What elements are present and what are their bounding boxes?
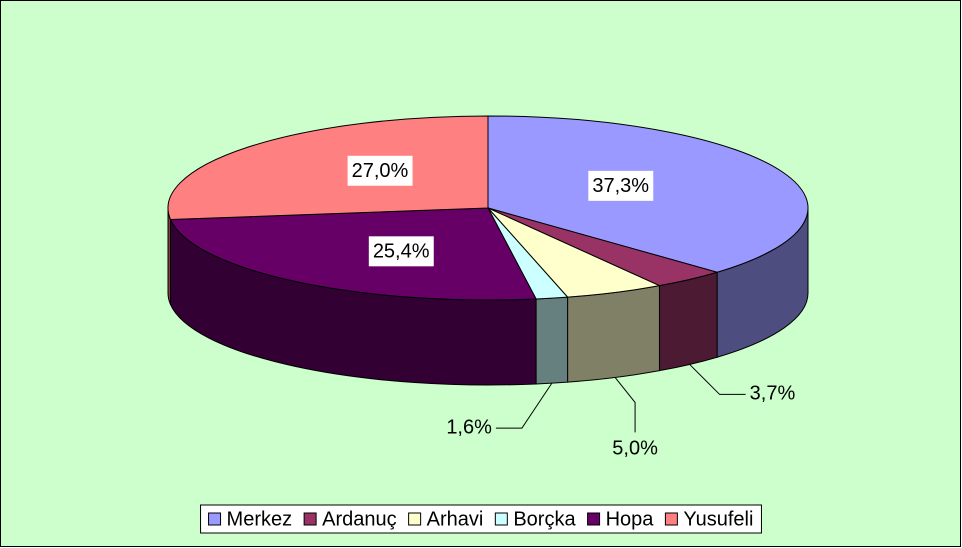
legend: Merkez Ardanuç Arhavi Borçka Hopa Yusufeli xyxy=(200,504,762,534)
legend-label: Hopa xyxy=(606,508,655,530)
data-label-box xyxy=(588,170,654,201)
legend-swatch xyxy=(664,512,678,526)
data-label: 5,0% xyxy=(612,438,658,460)
legend-label: Borçka xyxy=(513,508,576,530)
data-label: 3,7% xyxy=(750,383,796,405)
pie-wall xyxy=(167,207,172,305)
pie-slice xyxy=(169,207,537,301)
legend-swatch xyxy=(208,512,222,526)
legend-swatch xyxy=(408,512,422,526)
legend-label: Ardanuç xyxy=(322,508,397,530)
pie-slice xyxy=(167,115,489,221)
data-label: 37,3% xyxy=(592,175,649,197)
leader-line xyxy=(495,382,553,429)
pie-wall xyxy=(535,296,569,385)
data-labels: 37,3% 3,7% 5,0% 1,6% 25,4% 27,0% xyxy=(347,155,796,460)
leader-line xyxy=(689,364,746,395)
data-label-box xyxy=(347,155,413,186)
pie-tops xyxy=(167,115,809,301)
legend-label: Yusufeli xyxy=(683,508,753,530)
data-label: 25,4% xyxy=(373,240,430,262)
pie-wall xyxy=(658,271,718,372)
data-label: 27,0% xyxy=(352,160,409,182)
legend-swatch xyxy=(303,512,317,526)
data-label-box xyxy=(368,236,434,267)
legend-swatch xyxy=(587,512,601,526)
pie-wall xyxy=(567,285,660,383)
pie-walls xyxy=(167,207,809,386)
legend-swatch xyxy=(494,512,508,526)
legend-label: Arhavi xyxy=(427,508,484,530)
legend-label: Merkez xyxy=(227,508,293,530)
leader-line xyxy=(614,377,636,433)
data-label: 1,6% xyxy=(446,416,492,438)
